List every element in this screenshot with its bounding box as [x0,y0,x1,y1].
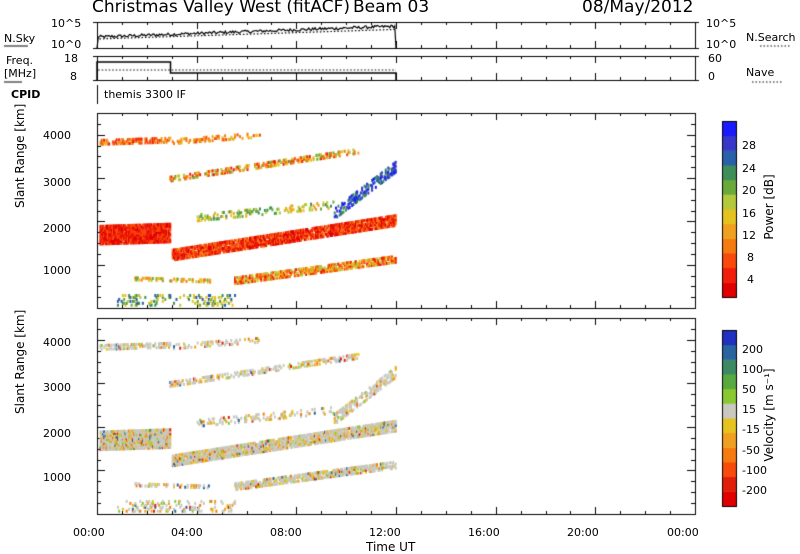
power-cbar-tick: 16 [742,207,756,220]
xtick-0400: 04:00 [171,526,203,539]
xtick-1600: 16:00 [468,526,500,539]
nsky-tick-bottom: 10^0 [51,38,82,51]
vel-ytick-2000: 2000 [43,427,71,440]
vel-cbar-tick: -50 [742,444,760,457]
power-ytick-3000: 3000 [43,176,71,189]
xtick-1200: 12:00 [369,526,401,539]
power-cbar-tick: 4 [747,273,754,286]
power-ytick-4000: 4000 [43,129,71,142]
power-cbar-tick: 8 [747,251,754,264]
xtick-0000-end: 00:00 [667,526,699,539]
power-cbar-tick: 20 [742,184,756,197]
vel-cbar-tick: -15 [742,423,760,436]
nsearch-label: N.Search [746,31,796,44]
power-ytick-1000: 1000 [43,264,71,277]
nsearch-tick-bottom: 10^0 [706,38,737,51]
freq-label: Freq. [6,54,34,67]
nsky-label: N.Sky [4,32,36,45]
power-ylabel: Slant Range [km] [13,103,27,208]
vel-cbar-tick: 200 [742,343,763,356]
freq-tick-bottom: 8 [70,70,77,83]
power-cbar-tick: 24 [742,162,756,175]
nsearch-tick-top: 10^5 [706,17,737,30]
nave-tick-top: 60 [708,52,722,65]
beam-label: Beam 03 [353,0,430,17]
nave-tick-bottom: 0 [708,70,715,83]
vel-cbar-tick: 100 [742,363,763,376]
nsky-tick-top: 10^5 [51,17,82,30]
power-ytick-2000: 2000 [43,222,71,235]
date-label: 08/May/2012 [582,0,694,17]
xtick-2000: 20:00 [567,526,599,539]
vel-cbar-tick: 50 [742,383,756,396]
cpid-text: themis 3300 IF [104,88,187,101]
vel-ytick-3000: 3000 [43,381,71,394]
vel-cbar-tick: -200 [742,484,767,497]
freq-unit-label: [MHz] [4,67,37,80]
vel-cbar-tick: 15 [742,403,756,416]
vel-ylabel: Slant Range [km] [13,309,27,414]
xtick-0000: 00:00 [73,526,105,539]
vel-colorbar-label: Velocity [m s⁻¹] [762,368,776,462]
freq-tick-top: 18 [64,52,78,65]
xtick-0800: 08:00 [270,526,302,539]
vel-cbar-tick: -100 [742,464,767,477]
vel-ytick-1000: 1000 [43,471,71,484]
power-cbar-tick: 28 [742,139,756,152]
nave-label: Nave [746,66,775,79]
vel-ytick-4000: 4000 [43,336,71,349]
cpid-label: CPID [11,88,41,101]
power-colorbar-label: Power [dB] [762,174,776,240]
radar-title: Christmas Valley West (fitACF) [92,0,351,17]
power-cbar-tick: 12 [742,229,756,242]
xaxis-label: Time UT [366,540,416,554]
